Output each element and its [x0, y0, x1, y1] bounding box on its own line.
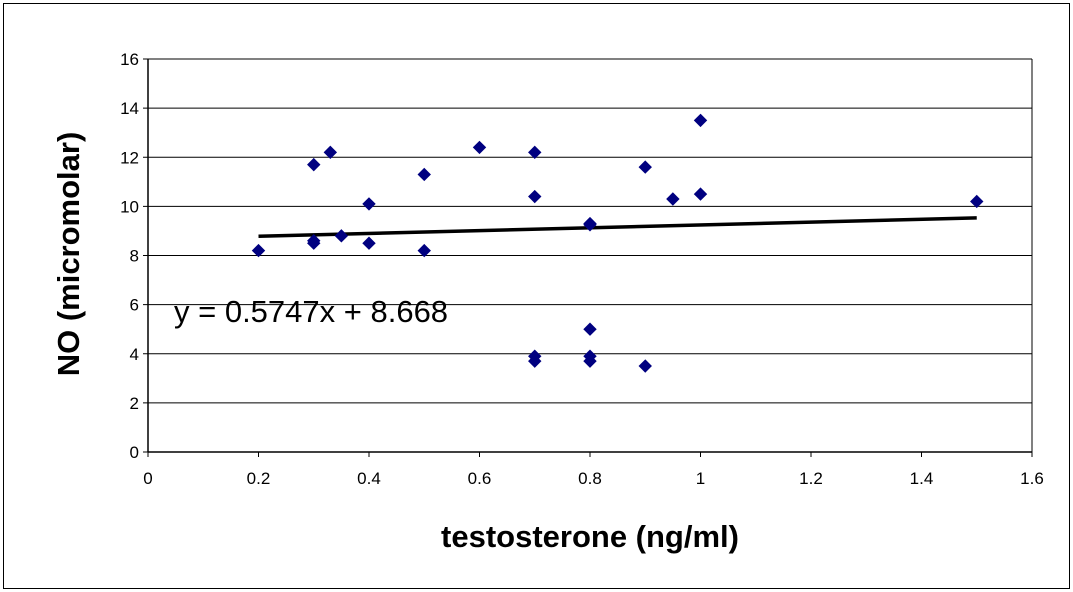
y-tick-label: 2 [130, 394, 139, 413]
data-point [417, 167, 431, 182]
y-axis-title: NO (micromolar) [51, 132, 86, 377]
data-point [528, 189, 542, 204]
data-point [528, 145, 542, 160]
trendline [258, 216, 977, 239]
data-point [307, 236, 321, 250]
y-tick-label: 16 [120, 50, 139, 69]
y-tick-label: 10 [120, 197, 139, 216]
x-tick-labels: 0 0.2 0.4 0.6 0.8 1 1.2 1.4 1.6 [143, 469, 1044, 488]
data-point [666, 192, 680, 206]
x-tick-label: 0.6 [468, 469, 492, 488]
x-tick-label: 1.4 [910, 469, 934, 488]
axes [143, 58, 1033, 457]
data-points [251, 113, 984, 373]
y-tick-labels: 0 2 4 6 8 10 12 14 16 [120, 50, 139, 462]
trendline-equation: y = 0.5747x + 8.668 [174, 294, 448, 329]
data-point [638, 359, 652, 373]
data-point [362, 197, 376, 211]
data-point [362, 236, 376, 250]
data-point [638, 160, 652, 174]
y-tick-label: 8 [130, 247, 139, 266]
data-point [323, 145, 338, 160]
data-point [334, 229, 349, 243]
data-point [970, 194, 984, 209]
x-tick-label: 0 [143, 469, 152, 488]
y-tick-label: 0 [130, 443, 139, 462]
y-tick-label: 6 [130, 296, 139, 315]
data-point [583, 218, 597, 232]
trendline-group [258, 216, 977, 239]
data-point [472, 140, 487, 155]
data-point [693, 113, 708, 128]
x-tick-label: 1 [696, 469, 705, 488]
chart-frame [3, 3, 1070, 589]
data-point [307, 157, 321, 172]
grid-lines [148, 58, 1032, 404]
x-tick-label: 0.8 [578, 469, 602, 488]
data-point [583, 354, 597, 368]
x-axis-title: testosterone (ng/ml) [441, 519, 739, 554]
x-tick-label: 1.6 [1020, 469, 1044, 488]
data-point [528, 354, 542, 368]
data-point [693, 187, 708, 201]
y-tick-label: 12 [120, 148, 139, 167]
y-tick-label: 14 [120, 99, 139, 118]
data-point [417, 243, 431, 258]
y-tick-label: 4 [130, 345, 139, 364]
data-point [583, 322, 597, 336]
data-point [251, 243, 266, 258]
x-tick-label: 0.2 [247, 469, 271, 488]
x-tick-label: 0.4 [357, 469, 381, 488]
x-tick-label: 1.2 [799, 469, 823, 488]
